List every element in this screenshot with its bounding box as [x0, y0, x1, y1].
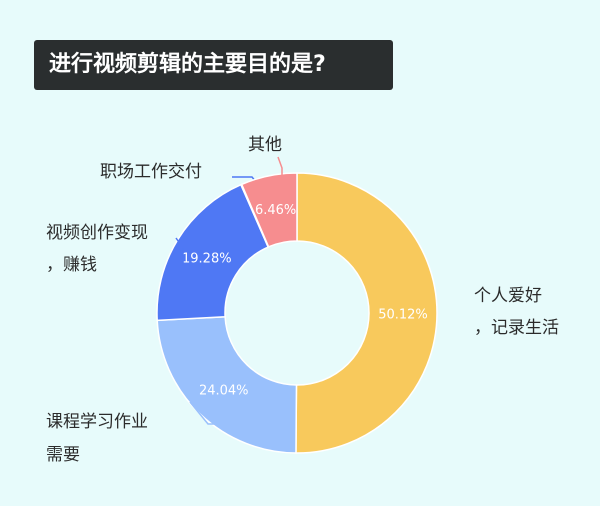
chart-title: 进行视频剪辑的主要目的是? [34, 40, 393, 90]
slice-percent-label: 6.46% [255, 203, 296, 218]
donut-slice [240, 172, 298, 248]
slice-percent-label: 19.28% [182, 251, 232, 266]
slice-percent-label: 24.04% [199, 384, 249, 399]
leader-line [175, 237, 184, 266]
category-label: 课程学习作业 [46, 412, 148, 432]
donut-slice [156, 316, 298, 454]
category-label: 其他 [248, 135, 282, 155]
category-label: ，赚钱 [46, 255, 97, 275]
donut-slice [295, 172, 438, 454]
leader-line [277, 156, 283, 178]
category-label: 职场工作交付 [100, 162, 202, 182]
category-label: 个人爱好 [474, 286, 542, 306]
category-label: 需要 [46, 445, 80, 465]
leader-line [189, 401, 226, 425]
slice-percent-label: 50.12% [378, 307, 428, 322]
category-label: ，记录生活 [474, 318, 559, 338]
donut-slice [156, 183, 270, 322]
category-label: 视频创作变现 [46, 223, 148, 243]
